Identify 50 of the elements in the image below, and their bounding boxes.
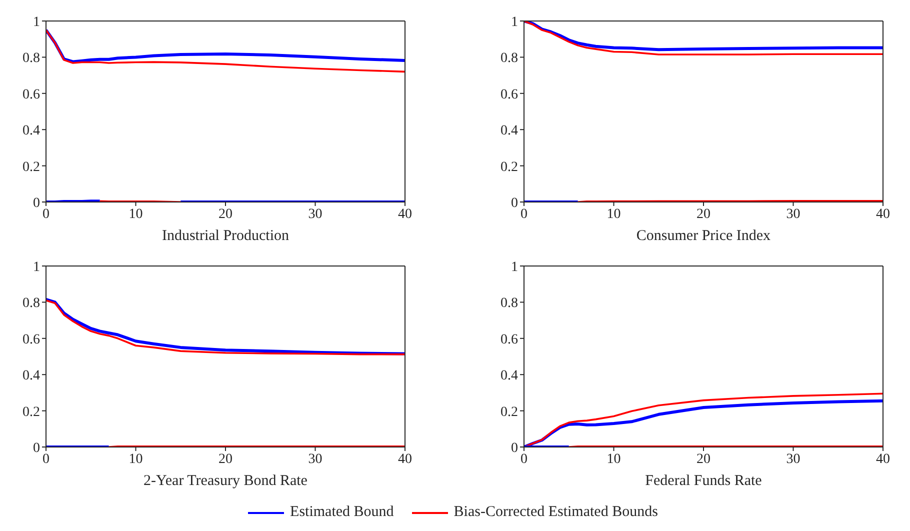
y-tick-label: 0.6	[22, 87, 40, 102]
y-tick-label: 0.4	[22, 368, 40, 384]
x-tick-label: 10	[128, 452, 143, 467]
y-tick-label: 0.2	[500, 160, 518, 175]
y-tick-label: 0.8	[22, 296, 40, 312]
y-tick-label: 0.6	[500, 87, 518, 102]
y-tick-label: 1	[511, 260, 518, 275]
x-tick-label: 40	[398, 206, 412, 222]
x-axis-title: 2-Year Treasury Bond Rate	[144, 473, 308, 489]
x-tick-label: 40	[876, 452, 890, 467]
x-tick-label: 30	[308, 452, 322, 467]
legend-label: Bias-Corrected Estimated Bounds	[454, 504, 658, 521]
y-tick-label: 0.4	[22, 124, 40, 139]
x-tick-label: 40	[876, 206, 890, 222]
y-tick-label: 0.6	[22, 332, 40, 348]
x-axis-title: Consumer Price Index	[636, 228, 772, 244]
x-tick-label: 20	[696, 452, 710, 467]
x-tick-label: 20	[696, 206, 710, 222]
y-tick-label: 0	[33, 196, 40, 211]
x-axis-title: Federal Funds Rate	[645, 473, 762, 489]
y-tick-label: 0.2	[22, 404, 40, 420]
x-tick-label: 40	[398, 452, 412, 467]
y-tick-label: 0	[511, 196, 518, 211]
y-tick-label: 0	[33, 440, 40, 456]
y-tick-label: 0	[511, 440, 518, 456]
x-tick-label: 0	[520, 452, 528, 467]
y-tick-label: 0.2	[500, 404, 518, 420]
y-tick-label: 1	[33, 14, 40, 30]
y-tick-label: 0.8	[500, 51, 518, 66]
y-tick-label: 0.4	[500, 124, 518, 139]
x-tick-label: 10	[606, 206, 621, 222]
x-tick-label: 30	[786, 452, 800, 467]
x-tick-label: 30	[308, 206, 322, 222]
y-tick-label: 1	[33, 260, 40, 275]
x-axis-title: Industrial Production	[162, 228, 290, 244]
y-tick-label: 0.8	[22, 51, 40, 66]
legend-label: Estimated Bound	[290, 504, 394, 521]
x-tick-label: 20	[218, 452, 232, 467]
y-tick-label: 0.2	[22, 160, 40, 175]
x-tick-label: 0	[42, 206, 50, 222]
x-tick-label: 10	[128, 206, 143, 222]
y-tick-label: 0.4	[500, 368, 518, 384]
y-tick-label: 0.6	[500, 332, 518, 348]
x-tick-label: 20	[218, 206, 232, 222]
x-tick-label: 0	[42, 452, 50, 467]
x-tick-label: 30	[786, 206, 800, 222]
x-tick-label: 10	[606, 452, 621, 467]
y-tick-label: 1	[511, 14, 518, 30]
x-tick-label: 0	[520, 206, 528, 222]
y-tick-label: 0.8	[500, 296, 518, 312]
